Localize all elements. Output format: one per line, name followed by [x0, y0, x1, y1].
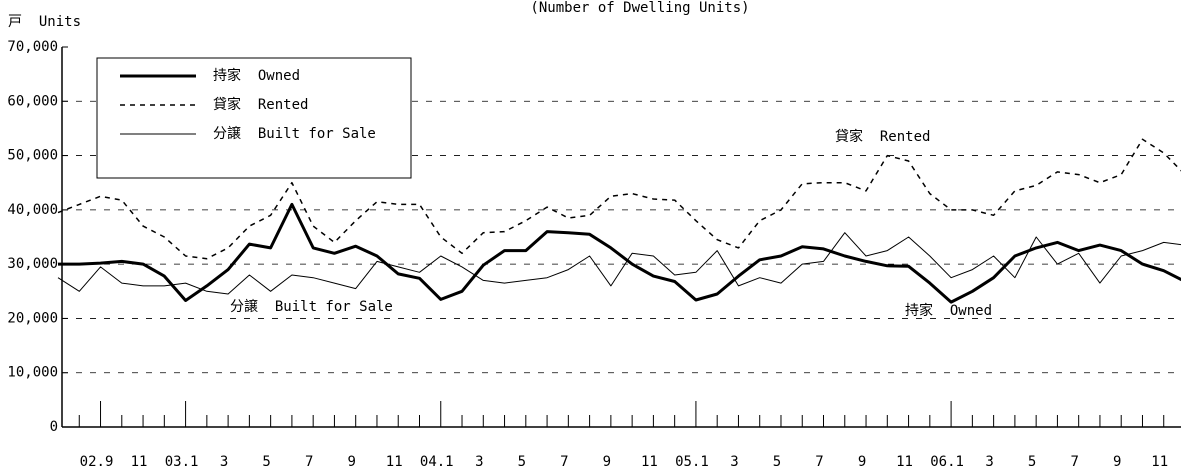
x-tick-label: 05.1: [675, 454, 709, 470]
x-tick-label: 11: [386, 454, 403, 470]
x-tick-label: 06.1: [930, 454, 964, 470]
x-tick-label: 7: [305, 454, 313, 470]
y-tick-label: 10,000: [7, 365, 58, 381]
y-tick-label: 20,000: [7, 310, 58, 326]
x-tick-label: 3: [730, 454, 738, 470]
legend-label: 分譲 Built for Sale: [213, 126, 376, 142]
x-tick-label: 5: [518, 454, 526, 470]
x-tick-label: 5: [262, 454, 270, 470]
y-tick-label: 70,000: [7, 39, 58, 55]
x-tick-label: 5: [1028, 454, 1036, 470]
y-axis-label: 戸 Units: [8, 14, 81, 30]
series-line: [57, 232, 1181, 295]
x-tick-label: 9: [858, 454, 866, 470]
x-tick-label: 11: [896, 454, 913, 470]
x-tick-label: 04.1: [420, 454, 454, 470]
x-tick-label: 9: [1113, 454, 1121, 470]
x-tick-label: 03.1: [165, 454, 199, 470]
x-tick-label: 9: [347, 454, 355, 470]
x-tick-label: 11: [641, 454, 658, 470]
x-tick-label: 7: [815, 454, 823, 470]
x-tick-label: 02.9: [80, 454, 114, 470]
y-tick-label: 60,000: [7, 93, 58, 109]
y-tick-label: 0: [50, 419, 58, 435]
legend-label: 持家 Owned: [213, 67, 300, 84]
x-tick-label: 9: [603, 454, 611, 470]
y-tick-label: 50,000: [7, 148, 58, 164]
y-tick-label: 30,000: [7, 256, 58, 272]
x-tick-label: 11: [1151, 454, 1168, 470]
legend-label: 貸家 Rented: [213, 96, 308, 113]
annotation: 持家 Owned: [905, 302, 992, 319]
x-tick-label: 11: [131, 454, 148, 470]
x-tick-label: 7: [1070, 454, 1078, 470]
x-tick-label: 7: [560, 454, 568, 470]
annotation: 分譲 Built for Sale: [230, 299, 393, 315]
annotation: 貸家 Rented: [835, 128, 930, 145]
x-tick-label: 3: [475, 454, 483, 470]
series-line: [58, 202, 1181, 304]
y-tick-label: 40,000: [7, 202, 58, 218]
chart-title: (Number of Dwelling Units): [530, 0, 749, 16]
x-tick-label: 5: [773, 454, 781, 470]
x-tick-label: 3: [985, 454, 993, 470]
legend-box: [96, 57, 412, 179]
series-line: [57, 138, 1181, 260]
x-tick-label: 3: [220, 454, 228, 470]
